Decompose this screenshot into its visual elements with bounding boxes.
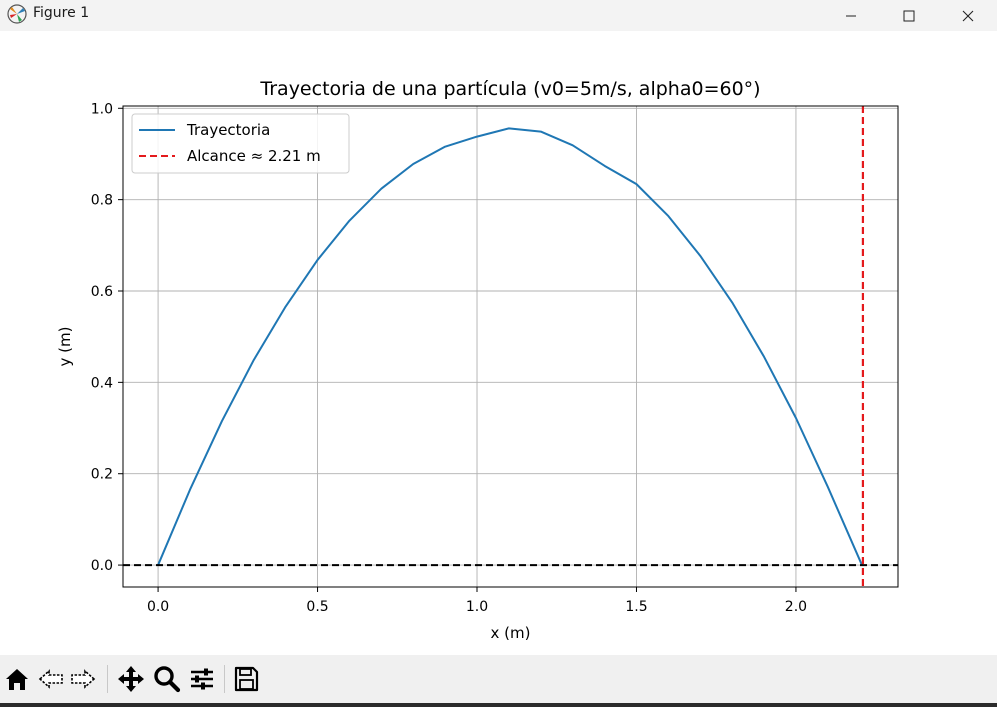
x-tick-label: 0.0 <box>147 599 169 615</box>
y-tick-label: 0.8 <box>91 193 113 209</box>
y-axis-label: y (m) <box>56 327 74 367</box>
matplotlib-icon <box>6 3 28 25</box>
toolbar-separator <box>224 665 225 693</box>
x-axis-label: x (m) <box>491 624 531 642</box>
legend: Trayectoria Alcance ≈ 2.21 m <box>131 113 350 174</box>
maximize-button[interactable] <box>880 0 938 31</box>
axes-frame <box>122 105 899 588</box>
legend-box <box>131 113 350 174</box>
title-bar[interactable]: Figure 1 <box>0 0 997 31</box>
chart-title: Trayectoria de una partícula (v0=5m/s, a… <box>259 78 760 100</box>
forward-button[interactable] <box>67 663 99 695</box>
back-icon <box>38 669 63 689</box>
save-button[interactable] <box>230 663 262 695</box>
taskbar-strip <box>0 703 997 707</box>
y-tick-label: 0.4 <box>91 375 113 391</box>
close-button[interactable] <box>939 0 997 31</box>
save-icon <box>234 666 259 692</box>
navigation-toolbar <box>0 655 997 703</box>
minimize-icon <box>846 15 856 16</box>
zoom-button[interactable] <box>151 663 183 695</box>
y-tick-label: 0.6 <box>91 284 113 300</box>
home-button[interactable] <box>1 663 33 695</box>
legend-label-trayectoria: Trayectoria <box>186 121 270 139</box>
zoom-icon <box>154 666 181 693</box>
pan-icon <box>118 666 144 692</box>
x-tick-label: 2.0 <box>785 599 807 615</box>
y-tick-label: 0.0 <box>91 558 113 574</box>
forward-icon <box>71 669 96 689</box>
configure-subplots-icon <box>191 668 213 690</box>
trajectory-chart: 0.0 0.5 1.0 1.5 2.0 0.0 0.2 0.4 0.6 0.8 1.0 Trayec… <box>56 78 899 642</box>
minimize-button[interactable] <box>822 0 880 31</box>
x-tick-label: 0.5 <box>306 599 328 615</box>
pan-button[interactable] <box>115 663 147 695</box>
home-icon <box>6 669 28 690</box>
back-button[interactable] <box>35 663 67 695</box>
x-tick-label: 1.0 <box>466 599 488 615</box>
y-tick-label: 1.0 <box>91 101 113 117</box>
trajectory-line <box>157 127 863 566</box>
figure-canvas[interactable]: 0.0 0.5 1.0 1.5 2.0 0.0 0.2 0.4 0.6 0.8 1.0 Trayec… <box>0 31 997 655</box>
y-tick-label: 0.2 <box>91 467 113 483</box>
window-title: Figure 1 <box>33 5 90 21</box>
configure-subplots-button[interactable] <box>186 663 218 695</box>
legend-label-alcance: Alcance ≈ 2.21 m <box>187 147 321 165</box>
x-tick-label: 1.5 <box>625 599 647 615</box>
close-icon <box>962 10 974 21</box>
toolbar-separator <box>107 665 108 693</box>
maximize-icon <box>903 10 915 21</box>
